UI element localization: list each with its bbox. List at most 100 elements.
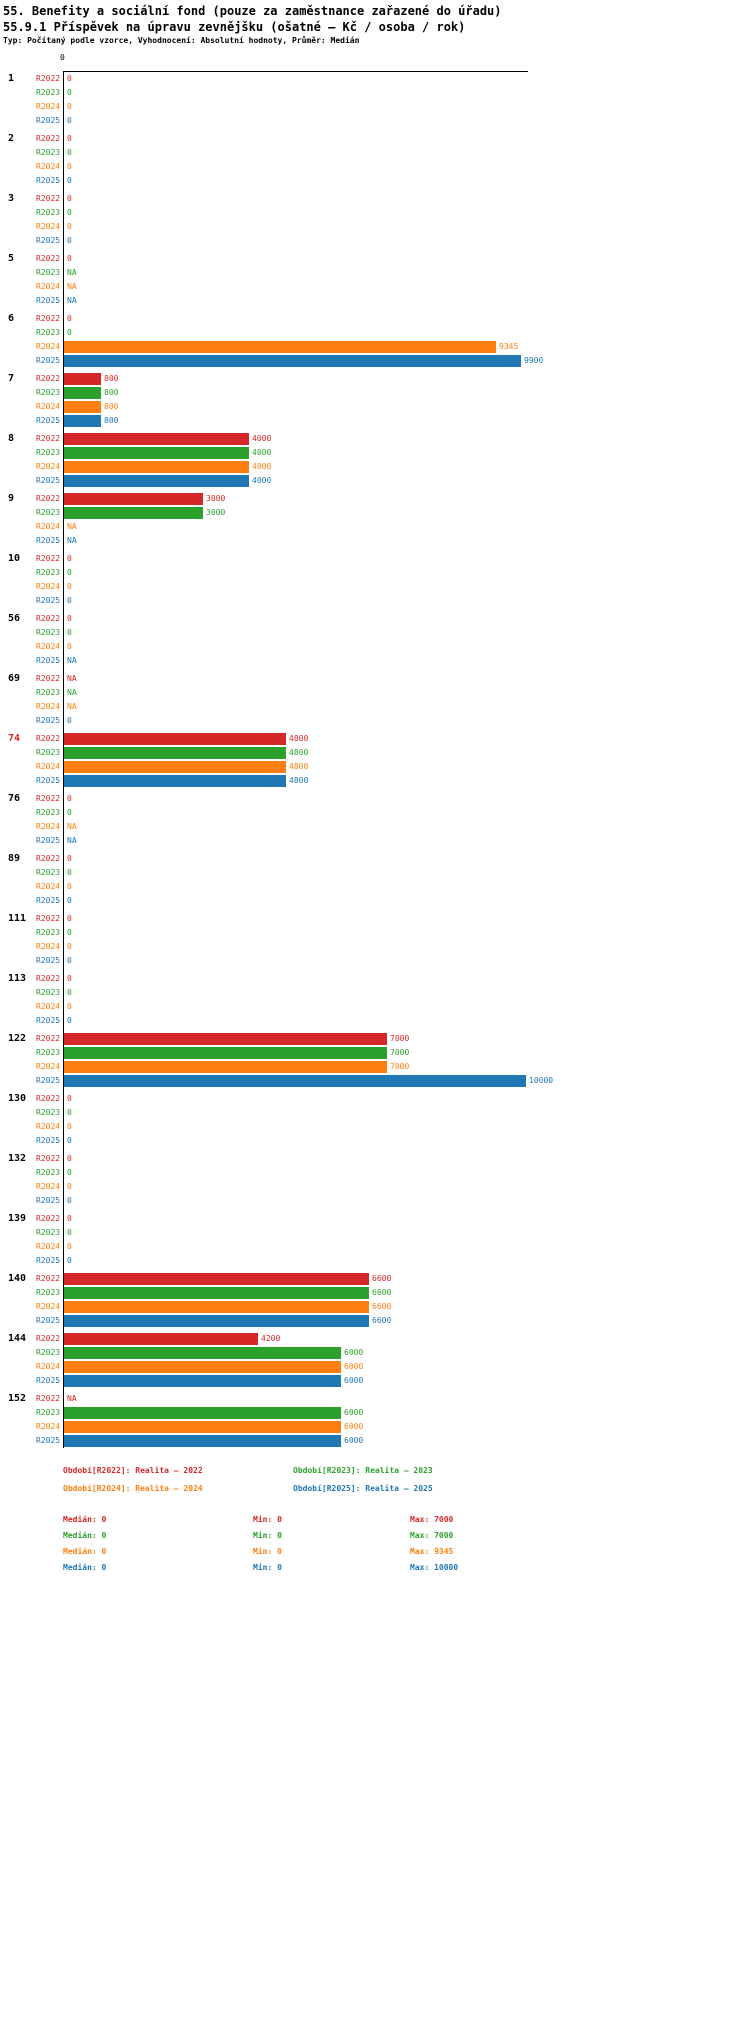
- bar-group: 144 R2022 4200 R2023 6000 R2024 6000 R2025 6000: [0, 1332, 750, 1388]
- bar-row: R2023 6000: [36, 1406, 750, 1420]
- value-label: 0: [67, 716, 72, 725]
- value-label: 0: [67, 808, 72, 817]
- series-label: R2023: [36, 1408, 61, 1417]
- series-label: R2022: [36, 374, 61, 383]
- bar-row: R2024 0: [36, 880, 750, 894]
- series-label: R2024: [36, 762, 61, 771]
- bar-row: R2022 6600: [36, 1272, 750, 1286]
- series-label: R2022: [36, 1274, 61, 1283]
- group-label: 144: [8, 1333, 27, 1344]
- group-label: 132: [8, 1153, 27, 1164]
- group-label: 56: [8, 613, 21, 624]
- bar-row: R2025 NA: [36, 534, 750, 548]
- series-label: R2025: [36, 296, 61, 305]
- value-label: 6600: [372, 1274, 392, 1283]
- series-label: R2022: [36, 914, 61, 923]
- value-label: 0: [67, 1154, 72, 1163]
- value-label: 0: [67, 1182, 72, 1191]
- bar-row: R2022 4000: [36, 432, 750, 446]
- value-label: 0: [67, 896, 72, 905]
- value-label: 0: [67, 854, 72, 863]
- bar-group: 69 R2022 NA R2023 NA R2024 NA R2025 0: [0, 672, 750, 728]
- bar-row: R2022 0: [36, 852, 750, 866]
- series-label: R2024: [36, 1242, 61, 1251]
- bar-row: R2025 0: [36, 1254, 750, 1268]
- bar-row: R2024 0: [36, 640, 750, 654]
- series-label: R2025: [36, 356, 61, 365]
- series-label: R2023: [36, 568, 61, 577]
- value-label: NA: [67, 296, 77, 305]
- series-label: R2024: [36, 402, 61, 411]
- group-label: 140: [8, 1273, 27, 1284]
- value-label: 0: [67, 582, 72, 591]
- legend: Období[R2022]: Realita – 2022 Období[R202…: [63, 1462, 750, 1498]
- series-label: R2025: [36, 1256, 61, 1265]
- bar-row: R2023 0: [36, 206, 750, 220]
- bar-row: R2025 0: [36, 174, 750, 188]
- series-label: R2022: [36, 1334, 61, 1343]
- bar-row: R2024 0: [36, 100, 750, 114]
- value-label: 0: [67, 988, 72, 997]
- series-label: R2022: [36, 794, 61, 803]
- value-label: 0: [67, 568, 72, 577]
- value-label: 800: [104, 374, 119, 383]
- bar-row: R2023 NA: [36, 266, 750, 280]
- value-label: 0: [67, 1168, 72, 1177]
- series-label: R2024: [36, 1302, 61, 1311]
- series-label: R2025: [36, 1016, 61, 1025]
- bar: [64, 447, 249, 459]
- bar-row: R2025 4000: [36, 474, 750, 488]
- bar-row: R2024 9345: [36, 340, 750, 354]
- value-label: 0: [67, 102, 72, 111]
- series-label: R2023: [36, 508, 61, 517]
- bar: [64, 433, 249, 445]
- group-rows: R2022 0 R2023 0 R2024 0 R2025 0: [36, 972, 750, 1028]
- bar: [64, 373, 101, 385]
- value-label: NA: [67, 282, 77, 291]
- value-label: NA: [67, 836, 77, 845]
- bar-row: R2025 NA: [36, 294, 750, 308]
- legend-item: Období[R2023]: Realita – 2023: [293, 1466, 433, 1475]
- stat-max: Max: 9345: [410, 1547, 454, 1556]
- stats-row: Medián: 0 Min: 0 Max: 7000: [63, 1512, 750, 1528]
- stat-min: Min: 0: [253, 1563, 282, 1572]
- series-label: R2024: [36, 1122, 61, 1131]
- bar-row: R2022 0: [36, 132, 750, 146]
- group-label: 89: [8, 853, 21, 864]
- group-rows: R2022 800 R2023 800 R2024 800 R2025 800: [36, 372, 750, 428]
- bar-row: R2023 0: [36, 1226, 750, 1240]
- stat-min: Min: 0: [253, 1547, 282, 1556]
- bar-group: 140 R2022 6600 R2023 6600 R2024 6600 R2025 6600: [0, 1272, 750, 1328]
- series-label: R2023: [36, 808, 61, 817]
- bar-group: 7 R2022 800 R2023 800 R2024 800 R2025 800: [0, 372, 750, 428]
- value-label: 800: [104, 416, 119, 425]
- legend-item: Období[R2025]: Realita – 2025: [293, 1484, 433, 1493]
- value-label: 0: [67, 614, 72, 623]
- stat-median: Medián: 0: [63, 1547, 107, 1556]
- bar-row: R2022 NA: [36, 1392, 750, 1406]
- series-label: R2025: [36, 536, 61, 545]
- value-label: 0: [67, 1094, 72, 1103]
- bar-row: R2022 0: [36, 552, 750, 566]
- bar-row: R2024 0: [36, 1180, 750, 1194]
- bar-row: R2022 4200: [36, 1332, 750, 1346]
- bar-group: 132 R2022 0 R2023 0 R2024 0 R2025 0: [0, 1152, 750, 1208]
- chart-header: 55. Benefity a sociální fond (pouze za z…: [0, 0, 750, 47]
- series-label: R2024: [36, 522, 61, 531]
- bar: [64, 341, 496, 353]
- bar-row: R2024 6600: [36, 1300, 750, 1314]
- bar-row: R2023 4800: [36, 746, 750, 760]
- series-label: R2023: [36, 1048, 61, 1057]
- value-label: 3000: [206, 508, 226, 517]
- stat-max: Max: 7000: [410, 1515, 454, 1524]
- chart-subtitle: 55.9.1 Příspěvek na úpravu zevnějšku (oš…: [3, 20, 466, 34]
- series-label: R2023: [36, 208, 61, 217]
- series-label: R2024: [36, 582, 61, 591]
- bar-group: 9 R2022 3000 R2023 3000 R2024 NA R2025 NA: [0, 492, 750, 548]
- value-label: 0: [67, 882, 72, 891]
- bar-group: 56 R2022 0 R2023 0 R2024 0 R2025 NA: [0, 612, 750, 668]
- bar-row: R2025 0: [36, 894, 750, 908]
- bar-row: R2025 6000: [36, 1374, 750, 1388]
- bar-row: R2024 0: [36, 580, 750, 594]
- bar-row: R2023 0: [36, 566, 750, 580]
